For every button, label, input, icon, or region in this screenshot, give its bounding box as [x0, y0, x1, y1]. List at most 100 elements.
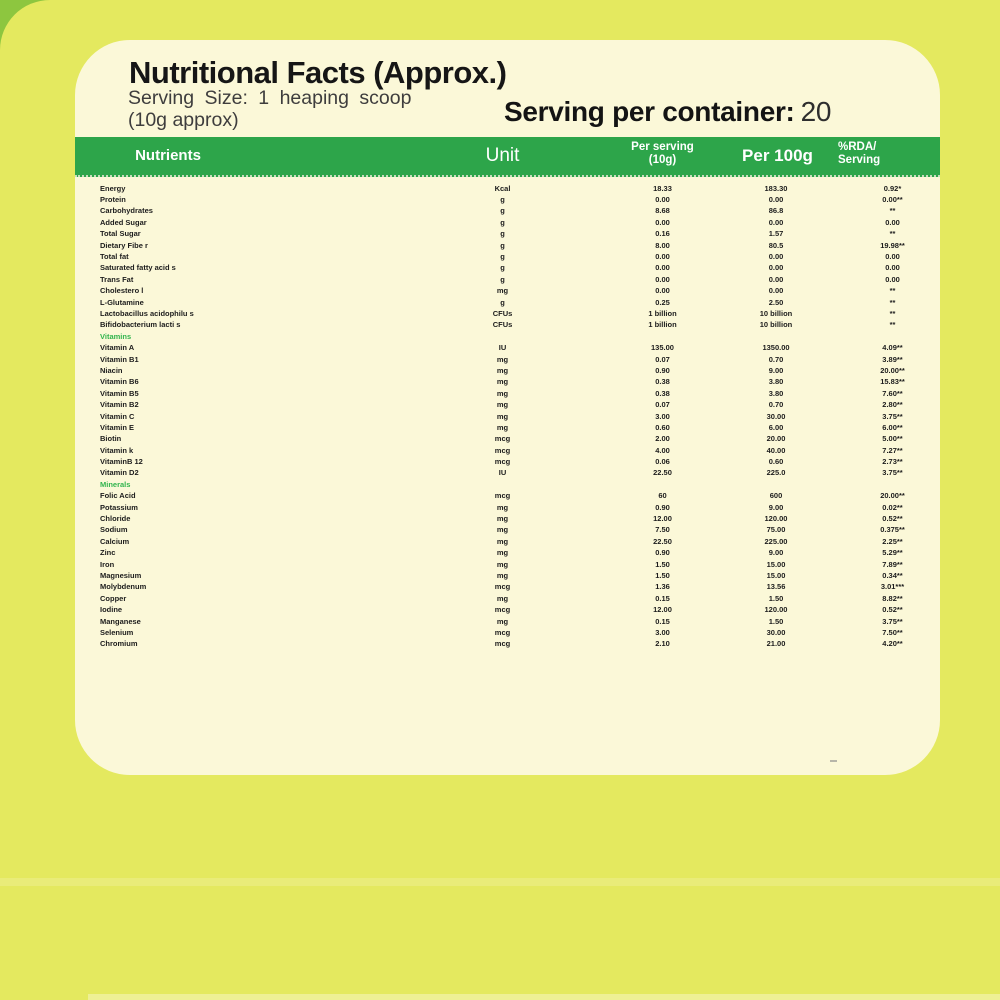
- nutrient-per-serving-value: 0.90: [655, 548, 670, 558]
- nutrient-rda-value: 7.60**: [882, 388, 903, 398]
- nutrient-per-100g-value: 600: [769, 491, 783, 501]
- nutrient-name: Dietary Fibe r: [100, 240, 148, 250]
- nutrient-rda-value: **: [889, 297, 896, 307]
- nutrient-per-serving-value: 0.00: [655, 252, 670, 262]
- serving-size-text: Serving Size: 1 heaping scoop (10g appro…: [128, 87, 438, 131]
- nutrient-per-100g-value: 21.00: [766, 639, 786, 649]
- nutrient-per-serving-value: 0.00: [655, 274, 670, 284]
- nutrient-unit: mg: [496, 388, 509, 398]
- nutrient-per-serving-value: 0.16: [655, 229, 670, 239]
- nutrient-rda-value: 20.00**: [880, 365, 905, 375]
- nutrient-name: Protein: [100, 195, 126, 205]
- nutrient-unit: mcg: [494, 457, 511, 467]
- nutrient-rda-value: 3.89**: [882, 354, 903, 364]
- nutrient-per-serving-value: 0.15: [655, 616, 670, 626]
- nutrient-rda-value: **: [889, 206, 896, 216]
- nutrient-per-100g-value: 120.00: [764, 514, 788, 524]
- nutrient-per-100g-value: 0.00: [768, 274, 784, 284]
- nutrient-name: Vitamin D2: [100, 468, 139, 478]
- background-band-upper: [0, 878, 1000, 886]
- nutrient-unit: mcg: [494, 627, 511, 637]
- nutrient-per-100g-value: 2.50: [768, 297, 784, 307]
- column-header-per-serving-line2: (10g): [648, 154, 677, 166]
- nutrient-unit: g: [500, 206, 505, 216]
- column-header-per-serving: Per serving (10g): [580, 141, 745, 167]
- nutrient-per-100g-value: 20.00: [766, 434, 786, 444]
- nutrient-per-serving-value: 1.36: [655, 582, 670, 592]
- nutrient-per-100g-value: 183.30: [764, 183, 788, 193]
- nutrient-per-100g-value: 0.70: [768, 354, 784, 364]
- nutrient-per-serving-value: 0.00: [655, 263, 670, 273]
- nutrient-per-100g-value: 75.00: [766, 525, 786, 535]
- table-row: Magnesium mg 1.50 15.00 0.34**: [75, 570, 940, 581]
- nutrient-unit: g: [500, 240, 505, 250]
- nutrient-name: Niacin: [100, 365, 123, 375]
- nutrient-name: Saturated fatty acid s: [100, 263, 176, 273]
- nutrient-rda-value: 3.01***: [880, 582, 905, 592]
- nutrient-per-serving-value: 2.00: [655, 434, 670, 444]
- nutrient-name: Vitamin A: [100, 343, 135, 353]
- nutrient-rda-value: 7.50**: [882, 627, 903, 637]
- nutrient-rda-value: 0.00: [885, 263, 900, 273]
- nutrient-per-serving-value: 0.06: [655, 457, 670, 467]
- nutrient-unit: mg: [496, 411, 509, 421]
- nutrient-unit: mg: [496, 514, 509, 524]
- nutrient-unit: g: [500, 229, 505, 239]
- serving-per-container: Serving per container: 20: [504, 96, 831, 128]
- nutrient-per-100g-value: 40.00: [766, 445, 786, 455]
- nutrient-unit: mg: [496, 570, 509, 580]
- column-header-per-100g: Per 100g: [742, 146, 813, 165]
- table-row: Carbohydrates g 8.68 86.8 **: [75, 206, 940, 217]
- nutrient-name: Selenium: [100, 627, 134, 637]
- table-row: Saturated fatty acid s g 0.00 0.00 0.00: [75, 263, 940, 274]
- nutrient-name: Carbohydrates: [100, 206, 153, 216]
- nutrient-unit: g: [500, 297, 505, 307]
- nutrient-per-serving-value: 1.50: [655, 559, 670, 569]
- nutrient-rda-value: 7.27**: [882, 445, 903, 455]
- nutrient-unit: IU: [498, 343, 507, 353]
- table-row: Folic Acid mcg 60 600 20.00**: [75, 491, 940, 502]
- nutrient-per-serving-value: 60: [658, 491, 667, 501]
- nutrient-per-serving-value: 12.00: [653, 605, 672, 615]
- nutrient-rda-value: 0.375**: [880, 525, 905, 535]
- section-title: Vitamins: [100, 331, 132, 341]
- table-row: Total fat g 0.00 0.00 0.00: [75, 251, 940, 262]
- nutrient-per-100g-value: 9.00: [768, 548, 784, 558]
- nutrient-unit: mg: [496, 354, 509, 364]
- nutrient-name: Biotin: [100, 434, 122, 444]
- nutrient-rda-value: 0.00: [885, 252, 900, 262]
- nutrient-rda-value: 4.20**: [882, 639, 903, 649]
- nutrient-per-serving-value: 135.00: [651, 343, 674, 353]
- table-row: Iodine mcg 12.00 120.00 0.52**: [75, 604, 940, 615]
- nutrient-per-serving-value: 1.50: [655, 570, 670, 580]
- table-row: Vitamin B5 mg 0.38 3.80 7.60**: [75, 388, 940, 399]
- nutrient-unit: g: [500, 195, 505, 205]
- nutrient-rda-value: **: [889, 229, 896, 239]
- table-row: Protein g 0.00 0.00 0.00**: [75, 194, 940, 205]
- serving-per-container-label: Serving per container:: [504, 96, 795, 127]
- nutrient-unit: mg: [496, 377, 509, 387]
- table-row: Cholestero l mg 0.00 0.00 **: [75, 286, 940, 297]
- nutrient-name: Sodium: [100, 525, 128, 535]
- nutrient-per-100g-value: 0.00: [768, 286, 784, 296]
- column-header-rda: %RDA/ Serving: [838, 141, 948, 167]
- nutrient-name: Vitamin B1: [100, 354, 139, 364]
- nutrient-unit: Kcal: [494, 183, 511, 193]
- table-row: Vitamin D2 IU 22.50 225.0 3.75**: [75, 468, 940, 479]
- nutrient-per-100g-value: 30.00: [766, 411, 786, 421]
- nutrient-name: L-Glutamine: [100, 297, 144, 307]
- table-row: Chromium mcg 2.10 21.00 4.20**: [75, 639, 940, 650]
- table-row: Molybdenum mcg 1.36 13.56 3.01***: [75, 582, 940, 593]
- column-header-per-serving-line1: Per serving: [631, 141, 694, 153]
- nutrient-rda-value: 2.25**: [882, 536, 903, 546]
- nutrient-unit: mg: [496, 525, 509, 535]
- table-row: Potassium mg 0.90 9.00 0.02**: [75, 502, 940, 513]
- nutrient-unit: g: [500, 217, 505, 227]
- nutrient-rda-value: 19.98**: [880, 240, 905, 250]
- serving-size-line1: Serving Size: 1 heaping scoop: [128, 87, 412, 109]
- nutrient-per-serving-value: 0.15: [655, 593, 670, 603]
- nutrient-rda-value: 0.00: [885, 217, 900, 227]
- nutrient-per-100g-value: 9.00: [768, 502, 784, 512]
- nutrient-name: Magnesium: [100, 570, 142, 580]
- table-row: Calcium mg 22.50 225.00 2.25**: [75, 536, 940, 547]
